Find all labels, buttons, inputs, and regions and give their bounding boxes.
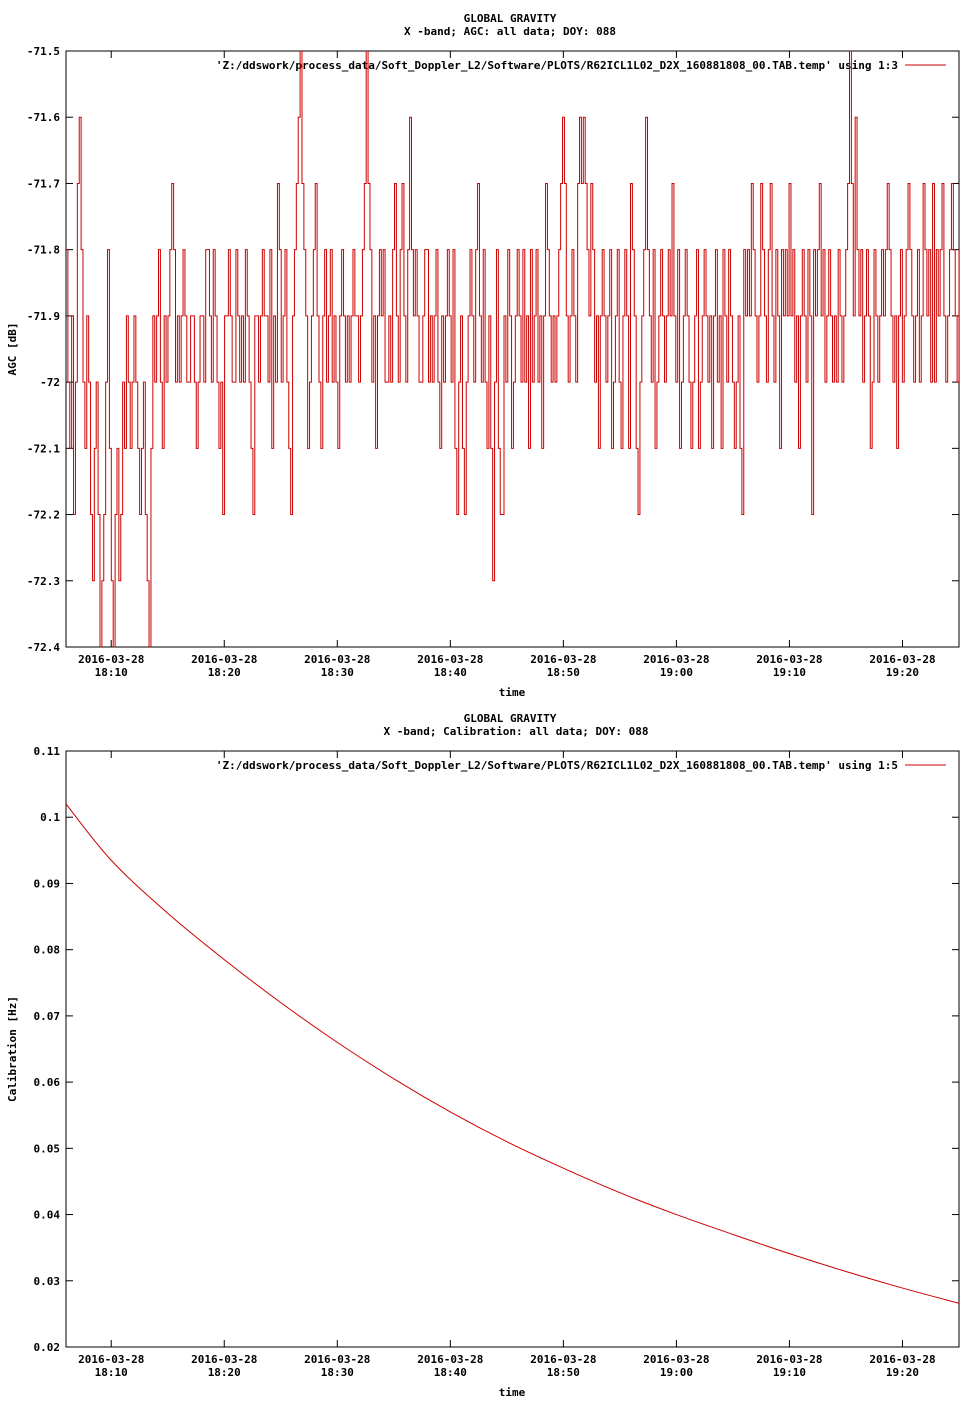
series-line-group xyxy=(66,803,959,1304)
y-tick-label: -71.8 xyxy=(27,244,60,257)
x-tick-label-date: 2016-03-28 xyxy=(78,1353,144,1366)
y-axis-label: Calibration [Hz] xyxy=(6,996,19,1102)
x-tick-label-time: 18:40 xyxy=(434,1366,467,1379)
y-tick-label: 0.04 xyxy=(34,1209,61,1222)
calibration-chart: GLOBAL GRAVITY X -band; Calibration: all… xyxy=(6,712,960,1399)
legend-label: 'Z:/ddswork/process_data/Soft_Doppler_L2… xyxy=(216,59,898,72)
x-tick-label-time: 19:00 xyxy=(660,666,693,679)
y-tick-label: 0.03 xyxy=(34,1275,61,1288)
y-tick-label: -71.7 xyxy=(27,177,60,190)
x-tick-label-time: 18:20 xyxy=(208,666,241,679)
x-tick-label-time: 18:50 xyxy=(547,1366,580,1379)
series-line-group xyxy=(66,51,959,647)
y-tick-label: -72 xyxy=(40,376,60,389)
x-tick-label-date: 2016-03-28 xyxy=(304,1353,370,1366)
x-tick-label-date: 2016-03-28 xyxy=(417,1353,483,1366)
series-line xyxy=(66,51,959,647)
y-tick-label: 0.02 xyxy=(34,1341,61,1354)
y-axis-label: AGC [dB] xyxy=(6,323,19,376)
x-tick-label-time: 18:50 xyxy=(547,666,580,679)
y-tick-label: 0.11 xyxy=(34,745,61,758)
x-tick-label-time: 19:20 xyxy=(886,1366,919,1379)
chart-subtitle: X -band; Calibration: all data; DOY: 088 xyxy=(384,725,649,738)
y-tick-label: -71.5 xyxy=(27,45,60,58)
x-ticks: 2016-03-2818:102016-03-2818:202016-03-28… xyxy=(78,751,936,1379)
x-axis-label: time xyxy=(499,1386,526,1399)
chart-title: GLOBAL GRAVITY xyxy=(464,712,557,725)
x-tick-label-date: 2016-03-28 xyxy=(530,653,596,666)
y-tick-label: -71.9 xyxy=(27,310,60,323)
legend: 'Z:/ddswork/process_data/Soft_Doppler_L2… xyxy=(216,759,946,772)
y-ticks: -71.5 -71.6 -71.7 -71.8 -71.9 -72 -72.1 -72.2 -7… xyxy=(27,45,959,654)
y-tick-label: -72.2 xyxy=(27,509,60,522)
x-tick-label-time: 19:20 xyxy=(886,666,919,679)
legend-label: 'Z:/ddswork/process_data/Soft_Doppler_L2… xyxy=(216,759,898,772)
y-tick-label: 0.1 xyxy=(40,811,60,824)
x-tick-label-date: 2016-03-28 xyxy=(869,653,935,666)
x-tick-label-date: 2016-03-28 xyxy=(417,653,483,666)
y-tick-label: -71.6 xyxy=(27,111,60,124)
x-tick-label-time: 18:10 xyxy=(95,1366,128,1379)
y-tick-label: 0.05 xyxy=(34,1142,61,1155)
y-ticks: 0.11 0.1 0.09 0.08 0.07 0.06 0.05 0.04 0.03 0.02 xyxy=(34,745,959,1354)
x-tick-label-time: 18:30 xyxy=(321,666,354,679)
x-ticks: 2016-03-2818:102016-03-2818:202016-03-28… xyxy=(78,51,936,679)
y-tick-label: 0.06 xyxy=(34,1076,61,1089)
x-tick-label-date: 2016-03-28 xyxy=(643,1353,709,1366)
agc-chart: GLOBAL GRAVITY X -band; AGC: all data; D… xyxy=(6,12,960,699)
x-tick-label-date: 2016-03-28 xyxy=(756,1353,822,1366)
y-tick-label: -72.1 xyxy=(27,442,60,455)
x-tick-label-date: 2016-03-28 xyxy=(756,653,822,666)
x-tick-label-date: 2016-03-28 xyxy=(869,1353,935,1366)
x-tick-label-time: 19:10 xyxy=(773,666,806,679)
x-tick-label-time: 18:40 xyxy=(434,666,467,679)
x-tick-label-date: 2016-03-28 xyxy=(304,653,370,666)
x-tick-label-time: 18:30 xyxy=(321,1366,354,1379)
x-tick-label-time: 18:20 xyxy=(208,1366,241,1379)
y-tick-label: 0.09 xyxy=(34,877,61,890)
x-tick-label-date: 2016-03-28 xyxy=(78,653,144,666)
y-tick-label: -72.4 xyxy=(27,641,60,654)
x-tick-label-time: 19:10 xyxy=(773,1366,806,1379)
x-tick-label-date: 2016-03-28 xyxy=(191,653,257,666)
x-tick-label-date: 2016-03-28 xyxy=(530,1353,596,1366)
chart-subtitle: X -band; AGC: all data; DOY: 088 xyxy=(404,25,616,38)
x-tick-label-date: 2016-03-28 xyxy=(643,653,709,666)
y-tick-label: -72.3 xyxy=(27,575,60,588)
y-tick-label: 0.07 xyxy=(34,1010,61,1023)
chart-title: GLOBAL GRAVITY xyxy=(464,12,557,25)
series-line xyxy=(66,803,959,1304)
y-tick-label: 0.08 xyxy=(34,944,61,957)
x-tick-label-time: 19:00 xyxy=(660,1366,693,1379)
legend: 'Z:/ddswork/process_data/Soft_Doppler_L2… xyxy=(216,59,946,72)
plot-frame xyxy=(65,750,960,1348)
x-tick-label-date: 2016-03-28 xyxy=(191,1353,257,1366)
x-axis-label: time xyxy=(499,686,526,699)
x-tick-label-time: 18:10 xyxy=(95,666,128,679)
